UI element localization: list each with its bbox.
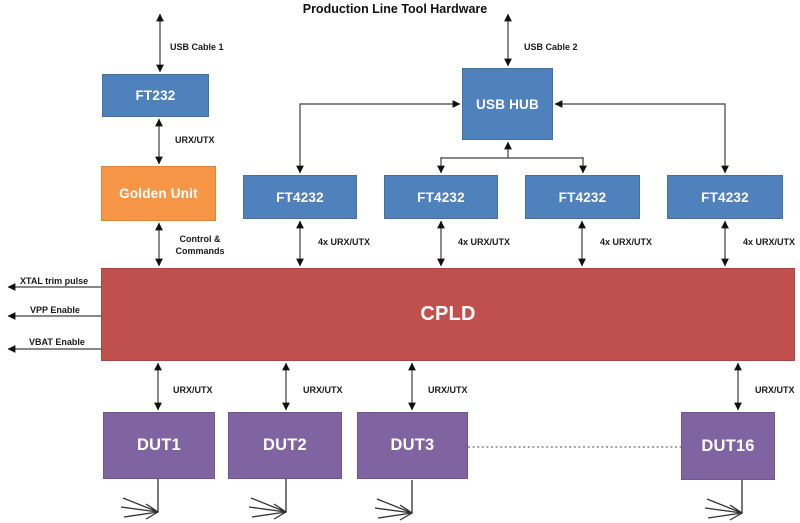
label-4x-urx-utx-1: 4x URX/UTX <box>318 237 371 247</box>
node-dut1: DUT1 <box>103 412 215 479</box>
node-ft4232-2: FT4232 <box>384 175 498 219</box>
node-dut16: DUT16 <box>681 412 775 480</box>
connector-hub-ft4232-4 <box>554 100 729 174</box>
label-urx-utx-dut2: URX/UTX <box>303 385 343 395</box>
label-4x-urx-utx-4: 4x URX/UTX <box>743 237 796 247</box>
label-4x-urx-utx-2: 4x URX/UTX <box>458 237 511 247</box>
node-usb-hub: USB HUB <box>462 68 553 140</box>
ground-symbol-dut3 <box>374 480 414 521</box>
connector-hub-ft4232-1 <box>296 100 461 174</box>
node-dut3: DUT3 <box>357 412 468 479</box>
label-4x-urx-utx-3: 4x URX/UTX <box>600 237 653 247</box>
label-urx-utx-dut1: URX/UTX <box>173 385 213 395</box>
node-dut2: DUT2 <box>228 412 342 479</box>
label-urx-utx-golden: URX/UTX <box>175 135 215 145</box>
label-control-commands-line1: Control & <box>179 234 221 244</box>
node-ft4232-3: FT4232 <box>525 175 640 219</box>
label-usb-cable-2: USB Cable 2 <box>524 42 578 52</box>
ground-symbol-dut1 <box>120 479 160 520</box>
label-usb-cable-1: USB Cable 1 <box>170 42 224 52</box>
ground-symbol-dut16 <box>704 480 744 521</box>
node-cpld: CPLD <box>101 268 795 361</box>
label-xtal-trim-pulse: XTAL trim pulse <box>20 276 89 286</box>
node-ft4232-4: FT4232 <box>667 175 783 219</box>
label-urx-utx-dut3: URX/UTX <box>428 385 468 395</box>
label-control-commands-line2: Commands <box>175 246 225 256</box>
node-golden-unit: Golden Unit <box>101 166 216 221</box>
label-vbat-enable: VBAT Enable <box>29 337 85 347</box>
label-urx-utx-dut16: URX/UTX <box>755 385 795 395</box>
diagram-title: Production Line Tool Hardware <box>302 2 488 16</box>
node-ft4232-1: FT4232 <box>243 175 357 219</box>
label-vpp-enable: VPP Enable <box>30 305 80 315</box>
node-ft232: FT232 <box>102 74 209 117</box>
ground-symbol-dut2 <box>248 479 288 520</box>
